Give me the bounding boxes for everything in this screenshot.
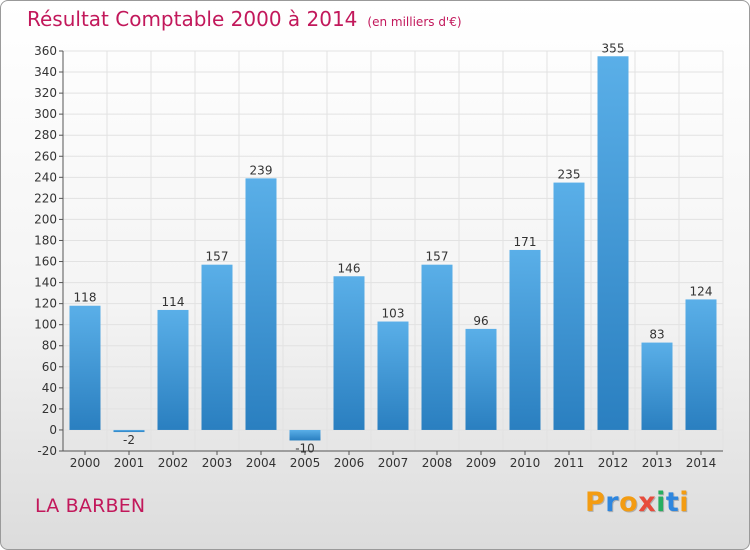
bar-value-label: 355 [602, 41, 625, 55]
y-tick-label: 340 [34, 65, 57, 79]
bar-value-label: 239 [250, 163, 273, 177]
bar-2007 [377, 321, 409, 430]
x-tick-label: 2000 [70, 456, 101, 470]
y-tick-label: 360 [34, 44, 57, 58]
x-tick-label: 2002 [158, 456, 189, 470]
x-tick-label: 2007 [378, 456, 409, 470]
y-tick-label: 220 [34, 191, 57, 205]
logo-letter: t [665, 487, 680, 518]
x-tick-label: 2001 [114, 456, 145, 470]
bar-2010 [509, 249, 541, 430]
y-tick-label: 180 [34, 233, 57, 247]
bar-value-label: 96 [473, 314, 488, 328]
x-tick-label: 2009 [466, 456, 497, 470]
x-tick-label: 2005 [290, 456, 321, 470]
logo-letter: o [619, 487, 639, 518]
bar-2011 [553, 182, 585, 430]
logo-letter: P [585, 487, 606, 518]
logo-letter: i [679, 487, 690, 518]
y-tick-label: 240 [34, 170, 57, 184]
y-tick-label: 320 [34, 86, 57, 100]
logo-letter: r [605, 487, 620, 518]
bar-2002 [157, 309, 189, 430]
bar-2000 [69, 305, 101, 430]
y-tick-label: -20 [37, 444, 57, 458]
axis-layer: -20 0 20 40 60 80 100 120 140 160 180 200 220 240 260 2… [34, 44, 723, 458]
bar-2009 [465, 328, 497, 430]
y-tick-label: 300 [34, 107, 57, 121]
bar-value-label: 171 [514, 235, 537, 249]
chart-unit: (en milliers d'€) [367, 15, 462, 29]
bar-2012 [597, 56, 629, 430]
bar-2001 [113, 429, 145, 433]
y-tick-label: 140 [34, 276, 57, 290]
y-tick-label: 0 [49, 423, 57, 437]
bar-2006 [333, 276, 365, 430]
bar-2014 [685, 299, 717, 430]
chart-title-block: Résultat Comptable 2000 à 2014 (en millie… [27, 7, 462, 31]
y-tick-label: 120 [34, 297, 57, 311]
y-tick-label: 280 [34, 128, 57, 142]
y-tick-label: 60 [42, 360, 57, 374]
bar-value-label: 114 [162, 295, 185, 309]
x-tick-label: 2012 [598, 456, 629, 470]
chart-title: Résultat Comptable 2000 à 2014 [27, 7, 358, 31]
bar-value-label: -2 [123, 433, 135, 447]
y-tick-label: 100 [34, 318, 57, 332]
x-tick-label: 2006 [334, 456, 365, 470]
y-tick-label: 80 [42, 339, 57, 353]
bar-2004 [245, 178, 277, 430]
x-tick-label: 2014 [686, 456, 717, 470]
bar-2013 [641, 342, 673, 430]
bar-value-label: 235 [558, 168, 581, 182]
x-tick-label: 2013 [642, 456, 673, 470]
y-tick-label: 200 [34, 212, 57, 226]
x-tick-label: 2010 [510, 456, 541, 470]
bar-value-label: -10 [295, 441, 315, 455]
bar-2005 [289, 429, 321, 441]
bar-value-label: 103 [382, 307, 405, 321]
x-tick-label: 2011 [554, 456, 585, 470]
y-tick-label: 20 [42, 402, 57, 416]
y-tick-label: 260 [34, 149, 57, 163]
bar-value-label: 157 [206, 250, 229, 264]
y-tick-label: 160 [34, 255, 57, 269]
logo-letter: i [656, 487, 666, 518]
bar-value-label: 118 [74, 291, 97, 305]
proxiti-logo[interactable]: Proxiti [585, 487, 689, 518]
bar-value-label: 157 [426, 250, 449, 264]
x-tick-label: 2004 [246, 456, 277, 470]
label-layer: 1182000-22001114200215720032392004-10200… [70, 41, 717, 470]
bar-2003 [201, 264, 233, 430]
x-tick-label: 2003 [202, 456, 233, 470]
y-tick-label: 40 [42, 381, 57, 395]
logo-letter: x [638, 487, 657, 518]
bar-value-label: 146 [338, 261, 361, 275]
bar-value-label: 124 [690, 284, 713, 298]
bar-value-label: 83 [649, 328, 664, 342]
x-tick-label: 2008 [422, 456, 453, 470]
bar-2008 [421, 264, 453, 430]
bar-layer [69, 56, 717, 441]
place-name: LA BARBEN [35, 495, 146, 517]
